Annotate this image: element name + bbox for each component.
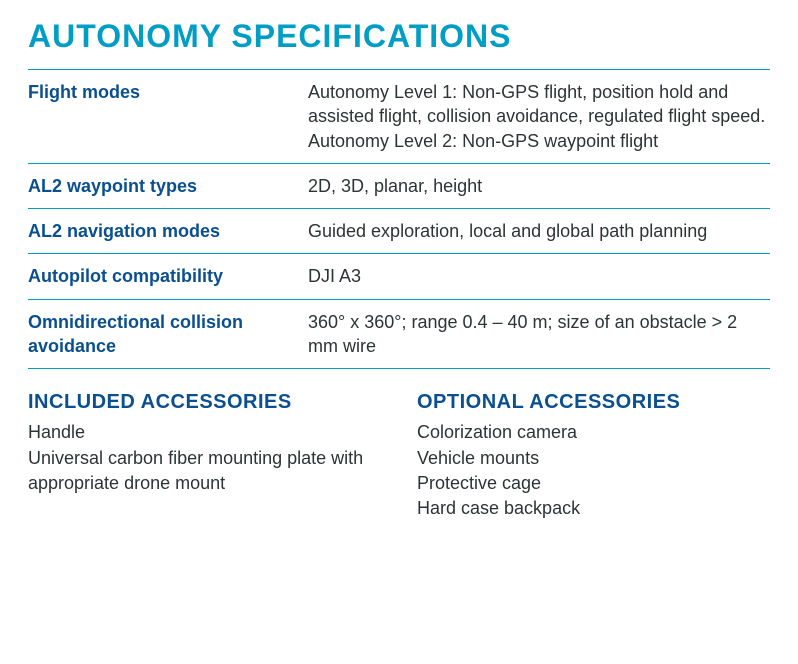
spec-label: Autopilot compatibility — [28, 254, 308, 299]
spec-label: AL2 navigation modes — [28, 209, 308, 254]
optional-accessories: OPTIONAL ACCESSORIES Colorization camera… — [417, 391, 770, 521]
spec-value: 360° x 360°; range 0.4 – 40 m; size of a… — [308, 299, 770, 369]
list-item: Colorization camera — [417, 420, 770, 445]
spec-value: 2D, 3D, planar, height — [308, 163, 770, 208]
spec-table: Flight modesAutonomy Level 1: Non-GPS fl… — [28, 69, 770, 369]
list-item: Handle — [28, 420, 381, 445]
table-row: AL2 navigation modesGuided exploration, … — [28, 209, 770, 254]
spec-label: Omnidirectional collision avoidance — [28, 299, 308, 369]
spec-value: Guided exploration, local and global pat… — [308, 209, 770, 254]
accessories-section: INCLUDED ACCESSORIES HandleUniversal car… — [28, 391, 770, 521]
spec-value: DJI A3 — [308, 254, 770, 299]
spec-table-body: Flight modesAutonomy Level 1: Non-GPS fl… — [28, 70, 770, 369]
included-accessories-heading: INCLUDED ACCESSORIES — [28, 391, 381, 414]
optional-accessories-list: Colorization cameraVehicle mountsProtect… — [417, 420, 770, 521]
table-row: Autopilot compatibilityDJI A3 — [28, 254, 770, 299]
list-item: Protective cage — [417, 471, 770, 496]
table-row: Flight modesAutonomy Level 1: Non-GPS fl… — [28, 70, 770, 164]
list-item: Vehicle mounts — [417, 446, 770, 471]
included-accessories-list: HandleUniversal carbon fiber mounting pl… — [28, 420, 381, 496]
spec-label: AL2 waypoint types — [28, 163, 308, 208]
table-row: AL2 waypoint types2D, 3D, planar, height — [28, 163, 770, 208]
optional-accessories-heading: OPTIONAL ACCESSORIES — [417, 391, 770, 414]
spec-label: Flight modes — [28, 70, 308, 164]
page-title: AUTONOMY SPECIFICATIONS — [28, 18, 770, 55]
table-row: Omnidirectional collision avoidance360° … — [28, 299, 770, 369]
list-item: Universal carbon fiber mounting plate wi… — [28, 446, 381, 496]
included-accessories: INCLUDED ACCESSORIES HandleUniversal car… — [28, 391, 381, 521]
spec-value: Autonomy Level 1: Non-GPS flight, positi… — [308, 70, 770, 164]
list-item: Hard case backpack — [417, 496, 770, 521]
